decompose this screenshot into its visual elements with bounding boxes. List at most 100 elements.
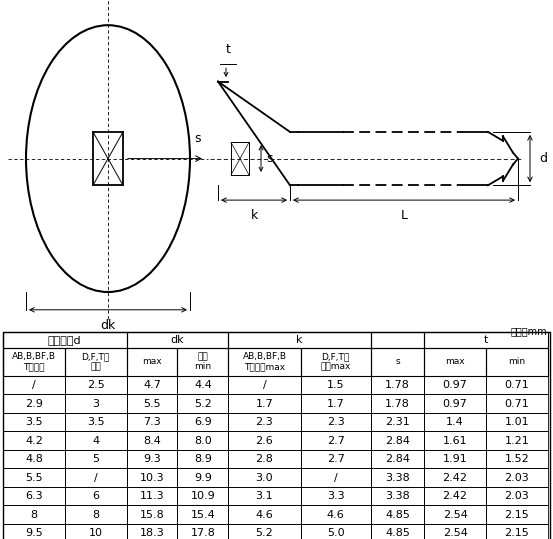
Text: 4.4: 4.4 — [194, 380, 212, 390]
Text: 1.21: 1.21 — [504, 436, 529, 446]
Text: 1.7: 1.7 — [327, 398, 345, 409]
Text: /: / — [94, 473, 97, 482]
Text: 0.97: 0.97 — [442, 380, 467, 390]
Text: /: / — [32, 380, 36, 390]
Text: dk: dk — [171, 335, 184, 345]
Text: D,F,T型
螺纹: D,F,T型 螺纹 — [82, 352, 110, 371]
Text: 1.78: 1.78 — [385, 398, 410, 409]
Text: t: t — [226, 43, 231, 57]
Text: 1.5: 1.5 — [327, 380, 345, 390]
Text: dk: dk — [101, 319, 116, 331]
Text: 0.71: 0.71 — [504, 398, 529, 409]
Text: AB,B,BF,B
T型螺纹max: AB,B,BF,B T型螺纹max — [242, 352, 286, 371]
Text: 1.01: 1.01 — [504, 417, 529, 427]
Text: 2.84: 2.84 — [385, 454, 410, 464]
Text: 5.2: 5.2 — [255, 528, 273, 538]
Text: /: / — [333, 473, 337, 482]
Text: 3.1: 3.1 — [255, 491, 273, 501]
Text: 1.61: 1.61 — [443, 436, 467, 446]
Text: 6.3: 6.3 — [25, 491, 43, 501]
Text: 4.85: 4.85 — [385, 528, 410, 538]
Text: 15.4: 15.4 — [191, 510, 215, 520]
Text: 2.15: 2.15 — [504, 528, 529, 538]
Text: 2.84: 2.84 — [385, 436, 410, 446]
Text: 6.9: 6.9 — [194, 417, 212, 427]
Text: 5: 5 — [92, 454, 99, 464]
Text: 0.97: 0.97 — [442, 398, 467, 409]
Text: 4.85: 4.85 — [385, 510, 410, 520]
Text: 8.0: 8.0 — [194, 436, 212, 446]
Text: 9.9: 9.9 — [194, 473, 212, 482]
Text: 5.5: 5.5 — [143, 398, 161, 409]
Text: 5.2: 5.2 — [194, 398, 212, 409]
Text: 4: 4 — [92, 436, 100, 446]
Text: 1.52: 1.52 — [504, 454, 529, 464]
Text: L: L — [400, 209, 408, 222]
Text: /: / — [263, 380, 267, 390]
Text: 4.2: 4.2 — [25, 436, 43, 446]
Bar — [93, 132, 123, 185]
Text: 6: 6 — [92, 491, 99, 501]
Text: 2.7: 2.7 — [327, 454, 345, 464]
Text: 2.54: 2.54 — [442, 510, 467, 520]
Text: AB,B,BF,B
T型螺纹: AB,B,BF,B T型螺纹 — [12, 352, 56, 371]
Text: 8.9: 8.9 — [194, 454, 212, 464]
Text: 2.8: 2.8 — [255, 454, 273, 464]
Text: 9.5: 9.5 — [25, 528, 43, 538]
Text: t: t — [484, 335, 488, 345]
Text: 8.4: 8.4 — [143, 436, 161, 446]
Text: 4.6: 4.6 — [327, 510, 345, 520]
Text: 3.5: 3.5 — [87, 417, 105, 427]
Text: 1.4: 1.4 — [446, 417, 464, 427]
Text: 2.5: 2.5 — [87, 380, 105, 390]
Text: D,F,T型
螺纹max: D,F,T型 螺纹max — [320, 352, 351, 371]
Text: 1.78: 1.78 — [385, 380, 410, 390]
Text: 18.3: 18.3 — [140, 528, 164, 538]
Text: 5.5: 5.5 — [25, 473, 43, 482]
Bar — [231, 142, 249, 175]
Text: 8: 8 — [92, 510, 100, 520]
Text: min: min — [508, 357, 525, 367]
Text: 2.6: 2.6 — [255, 436, 273, 446]
Text: max: max — [445, 357, 465, 367]
Text: 2.31: 2.31 — [385, 417, 410, 427]
Text: max: max — [142, 357, 162, 367]
Text: k: k — [296, 335, 302, 345]
Text: 实际
min: 实际 min — [194, 352, 211, 371]
Text: 4.8: 4.8 — [25, 454, 43, 464]
Text: 3.0: 3.0 — [255, 473, 273, 482]
Text: 17.8: 17.8 — [190, 528, 215, 538]
Text: 1.91: 1.91 — [443, 454, 467, 464]
Text: 3.38: 3.38 — [385, 473, 410, 482]
Text: 2.15: 2.15 — [504, 510, 529, 520]
Text: 7.3: 7.3 — [143, 417, 161, 427]
Text: 2.9: 2.9 — [25, 398, 43, 409]
Text: 0.71: 0.71 — [504, 380, 529, 390]
Text: 公称直径d: 公称直径d — [48, 335, 82, 345]
Text: 15.8: 15.8 — [140, 510, 164, 520]
Text: s: s — [395, 357, 400, 367]
Text: 2.54: 2.54 — [442, 528, 467, 538]
Text: k: k — [251, 209, 258, 222]
Text: 5.0: 5.0 — [327, 528, 345, 538]
Text: 2.03: 2.03 — [504, 473, 529, 482]
Text: 3.3: 3.3 — [327, 491, 345, 501]
Text: 10.9: 10.9 — [191, 491, 215, 501]
Text: d: d — [539, 152, 547, 165]
Text: 10.3: 10.3 — [140, 473, 164, 482]
Text: 9.3: 9.3 — [143, 454, 161, 464]
Text: 3.38: 3.38 — [385, 491, 410, 501]
Text: 3.5: 3.5 — [25, 417, 43, 427]
Text: 单位：mm: 单位：mm — [510, 326, 547, 336]
Text: 2.42: 2.42 — [442, 473, 468, 482]
Text: 2.3: 2.3 — [327, 417, 345, 427]
Text: 3: 3 — [92, 398, 99, 409]
Text: s: s — [266, 152, 273, 165]
Text: 10: 10 — [88, 528, 103, 538]
Text: 8: 8 — [30, 510, 38, 520]
Text: 2.42: 2.42 — [442, 491, 468, 501]
Text: 2.3: 2.3 — [255, 417, 273, 427]
Text: 2.7: 2.7 — [327, 436, 345, 446]
Text: 1.7: 1.7 — [255, 398, 273, 409]
Text: 4.7: 4.7 — [143, 380, 161, 390]
